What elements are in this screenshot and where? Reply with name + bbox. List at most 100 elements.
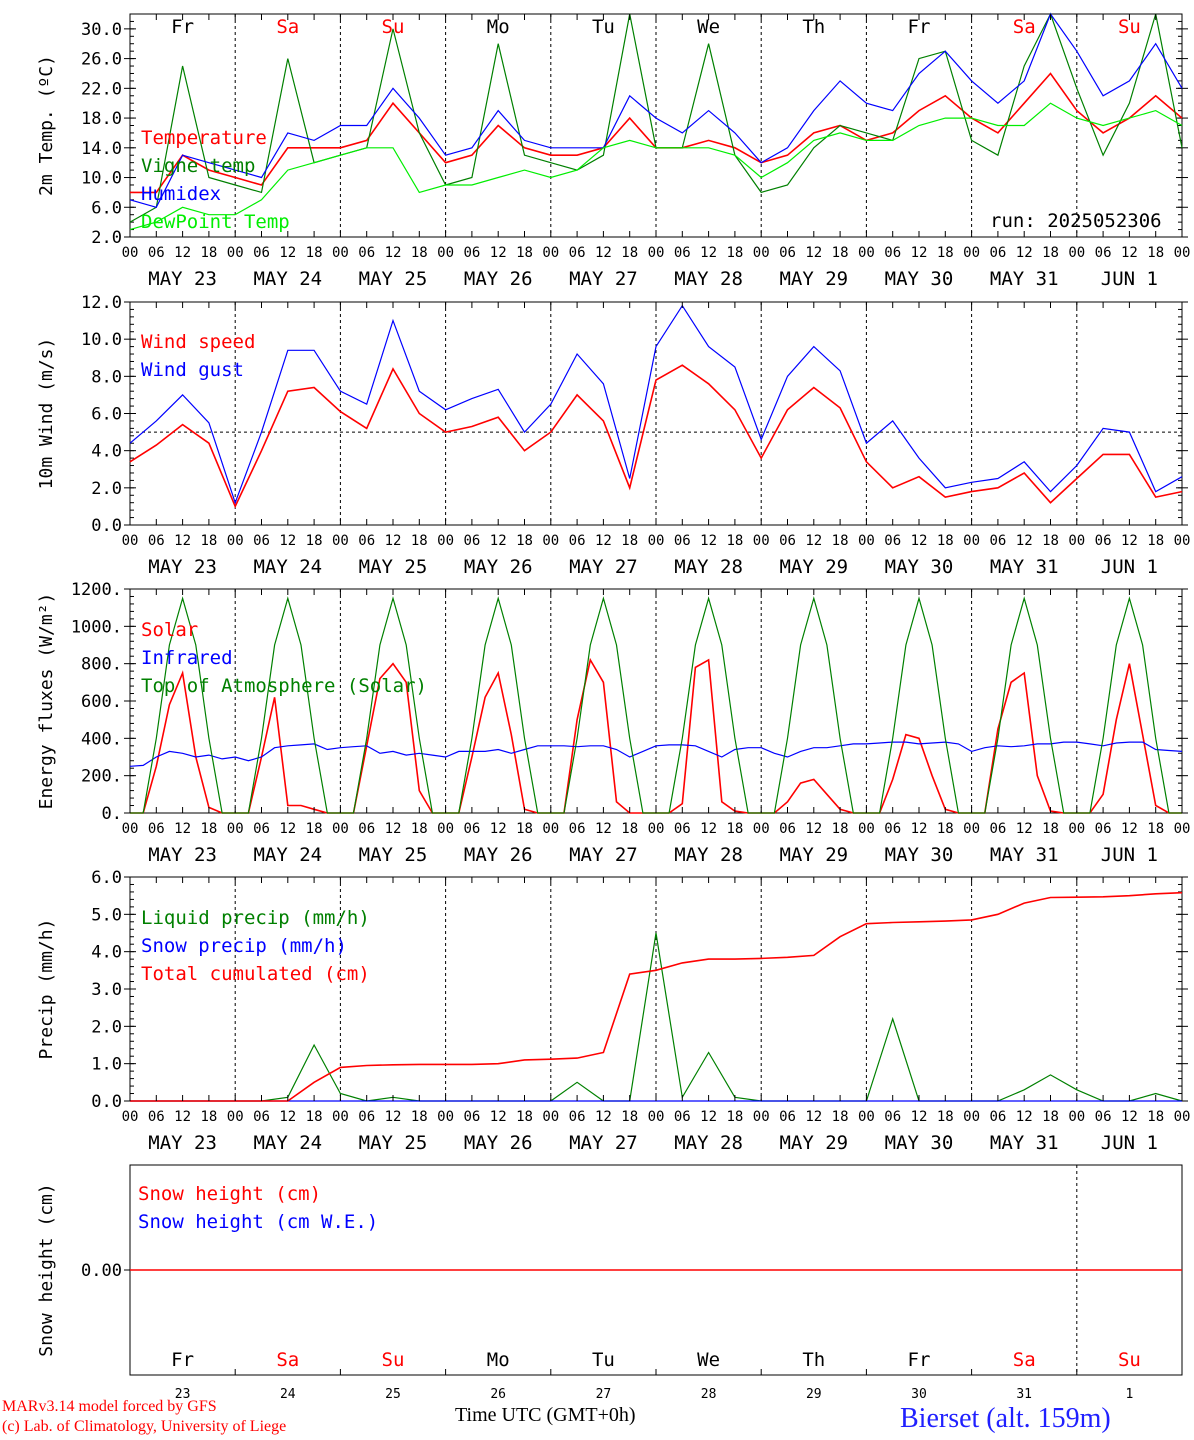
x-hour-label: 00 [753, 533, 770, 549]
x-date-label: MAY 27 [569, 556, 638, 578]
x-hour-label: 18 [937, 1109, 954, 1125]
x-date-label: MAY 31 [990, 844, 1059, 866]
x-hour-label: 00 [753, 1109, 770, 1125]
x-date-label: MAY 31 [990, 556, 1059, 578]
weekday-label: Sa [276, 1349, 299, 1371]
y-axis-label: Snow height (cm) [36, 1183, 57, 1356]
x-hour-label: 06 [463, 821, 480, 837]
x-hour-label: 12 [805, 1109, 822, 1125]
x-hour-label: 00 [542, 1109, 559, 1125]
x-hour-label: 12 [595, 1109, 612, 1125]
x-date-label: MAY 29 [779, 1132, 848, 1154]
x-hour-label: 18 [200, 1109, 217, 1125]
weekday-label: Su [1118, 16, 1141, 38]
x-hour-label: 06 [253, 1109, 270, 1125]
y-tick-label: 600. [81, 692, 122, 712]
x-hour-label: 18 [832, 245, 849, 261]
x-hour-label: 18 [516, 533, 533, 549]
x-hour-label: 12 [805, 245, 822, 261]
x-hour-label: 12 [700, 821, 717, 837]
x-hour-label: 06 [253, 245, 270, 261]
weekday-label: Mo [487, 16, 510, 38]
x-hour-label: 12 [595, 821, 612, 837]
x-hour-label: 00 [122, 245, 139, 261]
y-tick-label: 0.00 [81, 1261, 122, 1281]
series-line-red [129, 364, 1183, 509]
x-date-label: MAY 28 [674, 556, 743, 578]
x-hour-label: 00 [648, 533, 665, 549]
series-line-ltgreen [129, 102, 1183, 231]
chart-panel-4: 6.0 5.0 4.0 3.0 2.0 1.0 0.0 Precip (mm/h) Liquid… [36, 868, 1190, 1154]
x-date-label: MAY 28 [674, 268, 743, 290]
x-hour-label: 12 [174, 245, 191, 261]
legend-entry: Top of Atmosphere (Solar) [141, 675, 427, 697]
x-hour-label: 06 [884, 533, 901, 549]
x-hour-label: 00 [963, 821, 980, 837]
x-hour-label: 18 [306, 245, 323, 261]
y-tick-label: 30.0 [81, 20, 122, 40]
x-date-label: MAY 26 [464, 268, 533, 290]
run-label: run: 2025052306 [990, 210, 1162, 232]
x-hour-label: 00 [648, 1109, 665, 1125]
x-hour-label: 06 [674, 245, 691, 261]
legend-entry: Infrared [141, 647, 233, 669]
x-hour-label: 00 [332, 245, 349, 261]
x-hour-label: 18 [1042, 245, 1059, 261]
x-hour-label: 18 [621, 1109, 638, 1125]
x-date-label: MAY 26 [464, 556, 533, 578]
x-date-label: MAY 24 [253, 844, 322, 866]
x-hour-label: 18 [1147, 821, 1164, 837]
y-tick-label: 6.0 [91, 198, 122, 218]
x-date-label: MAY 24 [253, 1132, 322, 1154]
x-hour-label: 18 [832, 533, 849, 549]
x-hour-label: 00 [1174, 245, 1191, 261]
x-date-label: MAY 31 [990, 268, 1059, 290]
x-hour-label: 12 [595, 533, 612, 549]
series-line-blue [129, 12, 1183, 209]
x-hour-label: 18 [1147, 1109, 1164, 1125]
weekday-label: Fr [908, 1349, 931, 1371]
x-hour-label: 00 [963, 1109, 980, 1125]
x-date-label: MAY 23 [148, 556, 217, 578]
x-hour-label: 18 [1147, 533, 1164, 549]
weekday-label: Su [382, 1349, 405, 1371]
x-hour-label: 00 [332, 821, 349, 837]
x-hour-label: 12 [805, 821, 822, 837]
x-date-label: MAY 30 [885, 556, 954, 578]
legend-entry: Vigne temp [141, 155, 255, 177]
x-hour-label: 00 [1174, 1109, 1191, 1125]
x-hour-label: 18 [726, 821, 743, 837]
x-hour-label: 06 [253, 533, 270, 549]
x-hour-label: 06 [569, 245, 586, 261]
x-hour-label: 00 [227, 245, 244, 261]
y-tick-label: 4.0 [91, 943, 122, 963]
x-hour-label: 12 [1016, 533, 1033, 549]
y-tick-label: 6.0 [91, 405, 122, 425]
x-hour-label: 00 [437, 821, 454, 837]
weekday-label: Su [382, 16, 405, 38]
x-date-label: MAY 28 [674, 1132, 743, 1154]
x-hour-label: 18 [306, 533, 323, 549]
x-hour-label: 18 [832, 821, 849, 837]
x-hour-label: 00 [858, 245, 875, 261]
panel-frame [129, 301, 1183, 526]
weekday-label: Th [802, 1349, 825, 1371]
x-hour-label: 06 [779, 1109, 796, 1125]
x-date-label: MAY 28 [674, 844, 743, 866]
y-tick-label: 5.0 [91, 905, 122, 925]
x-hour-label: 06 [148, 821, 165, 837]
x-date-label: MAY 24 [253, 556, 322, 578]
x-hour-label: 06 [358, 533, 375, 549]
x-date-label: MAY 25 [359, 556, 428, 578]
x-hour-label: 12 [700, 1109, 717, 1125]
y-tick-label: 1200. [71, 580, 122, 600]
weekday-label: Fr [171, 16, 194, 38]
x-hour-label: 06 [1095, 245, 1112, 261]
x-hour-label: 18 [937, 821, 954, 837]
y-axis-label: 10m Wind (m/s) [36, 338, 57, 490]
x-hour-label: 12 [1121, 821, 1138, 837]
y-tick-label: 2.0 [91, 1017, 122, 1037]
legend-entry: Liquid precip (mm/h) [141, 907, 370, 929]
x-hour-label: 12 [911, 245, 928, 261]
